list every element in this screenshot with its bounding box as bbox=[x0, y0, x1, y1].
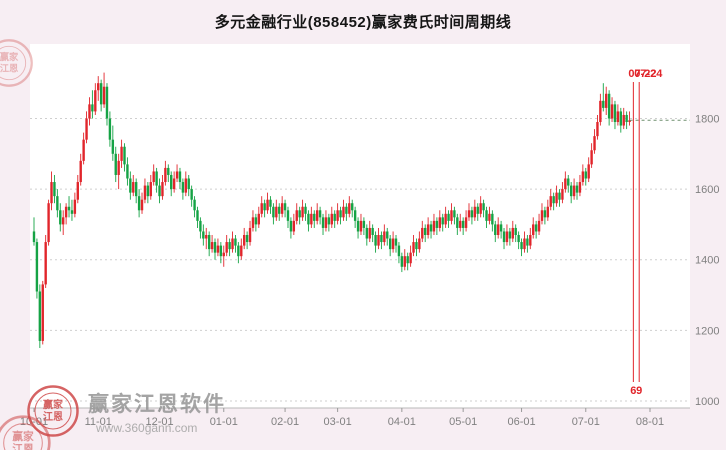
svg-text:04-01: 04-01 bbox=[388, 416, 416, 428]
cycle-date-label: 07-24 bbox=[634, 68, 663, 80]
svg-text:02-01: 02-01 bbox=[271, 416, 299, 428]
watermark-seal-icon: 赢家 江恩 bbox=[27, 385, 79, 437]
svg-text:08-01: 08-01 bbox=[636, 416, 664, 428]
svg-text:1600: 1600 bbox=[695, 184, 719, 196]
fib-time-cycle-lines: 07-22 6 07-24 9 bbox=[628, 68, 663, 397]
svg-text:江恩: 江恩 bbox=[12, 443, 34, 450]
svg-text:赢家: 赢家 bbox=[0, 51, 19, 62]
svg-text:01-01: 01-01 bbox=[210, 416, 238, 428]
svg-text:赢家: 赢家 bbox=[12, 430, 34, 443]
cycle-count-label: 9 bbox=[636, 385, 642, 397]
svg-text:1400: 1400 bbox=[695, 255, 719, 267]
corner-seal-bottom-icon: 赢家 江恩 bbox=[0, 415, 51, 450]
svg-text:江恩: 江恩 bbox=[0, 62, 18, 73]
watermark-url: www.360gann.com bbox=[96, 421, 198, 435]
x-axis-labels: 10-01 11-01 12-01 01-01 02-01 03-01 04-01 05-01… bbox=[20, 408, 664, 428]
svg-text:03-01: 03-01 bbox=[324, 416, 352, 428]
page-title: 多元金融行业(858452)赢家费氏时间周期线 bbox=[214, 14, 512, 31]
corner-seal-top-icon: 赢家 江恩 bbox=[0, 39, 33, 87]
cycle-date-label: 07-22 bbox=[628, 68, 656, 80]
svg-text:11-01: 11-01 bbox=[85, 416, 112, 428]
watermark-brand: 赢家江恩软件 bbox=[88, 393, 226, 416]
svg-text:12-01: 12-01 bbox=[145, 416, 173, 428]
svg-text:06-01: 06-01 bbox=[507, 416, 535, 428]
svg-text:1200: 1200 bbox=[695, 325, 719, 337]
svg-text:江恩: 江恩 bbox=[43, 410, 63, 423]
svg-text:1000: 1000 bbox=[695, 396, 719, 408]
grid-lines bbox=[30, 117, 690, 409]
y-axis-labels: 1000 1200 1400 1600 1800 bbox=[695, 113, 719, 407]
watermark: 赢家 江恩 赢家江恩软件 www.360gann.com bbox=[26, 384, 226, 438]
svg-text:05-01: 05-01 bbox=[449, 416, 477, 428]
svg-text:07-01: 07-01 bbox=[572, 416, 600, 428]
cycle-count-label: 6 bbox=[630, 385, 636, 397]
svg-text:赢家: 赢家 bbox=[43, 398, 64, 411]
candles bbox=[32, 72, 631, 348]
svg-text:1800: 1800 bbox=[695, 113, 719, 125]
